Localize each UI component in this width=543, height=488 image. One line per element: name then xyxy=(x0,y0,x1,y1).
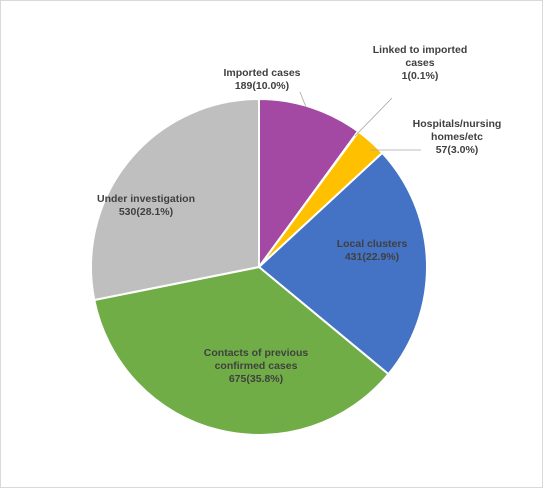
data-label-line: 530(28.1%) xyxy=(119,206,173,218)
data-label-contacts-of-previous-confirmed-cases: Contacts of previous confirmed cases 675(3… xyxy=(204,347,309,385)
leader-line xyxy=(299,91,307,108)
data-label-line: 189(10.0%) xyxy=(235,80,289,92)
data-label-line: 675(35.8%) xyxy=(229,373,283,385)
data-label-line: Linked to imported xyxy=(373,44,468,56)
data-label-line: Contacts of previous xyxy=(204,347,309,359)
data-label-linked-to-imported-cases: Linked to imported cases 1(0.1%) xyxy=(373,44,468,82)
data-label-line: Local clusters xyxy=(337,238,408,250)
data-label-line: 57(3.0%) xyxy=(436,144,479,156)
leader-line xyxy=(354,97,393,137)
data-label-line: homes/etc xyxy=(431,131,483,143)
data-label-line: 1(0.1%) xyxy=(402,70,439,82)
data-label-line: 431(22.9%) xyxy=(345,251,399,263)
data-label-line: Under investigation xyxy=(97,193,195,205)
data-label-line: Imported cases xyxy=(223,67,300,79)
pie-slice-imported-cases xyxy=(258,97,360,271)
data-label-hospitals-nursing-homes-etc: Hospitals/nursing homes/etc 57(3.0%) xyxy=(413,118,502,156)
data-label-imported-cases: Imported cases 189(10.0%) xyxy=(223,67,300,92)
data-label-line: cases xyxy=(405,57,434,69)
pie-slice-local-clusters xyxy=(257,151,428,376)
data-label-line: Hospitals/nursing xyxy=(413,118,502,130)
data-label-line: confirmed cases xyxy=(215,360,298,372)
data-label-under-investigation: Under investigation 530(28.1%) xyxy=(97,193,195,218)
pie-slice-contacts-of-previous-confirmed-cases xyxy=(93,265,390,436)
data-label-local-clusters: Local clusters 431(22.9%) xyxy=(337,238,408,263)
pie-slice-under-investigation xyxy=(90,97,260,302)
